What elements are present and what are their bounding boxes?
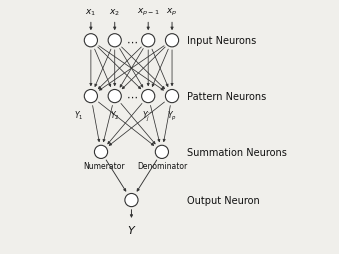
Circle shape	[84, 90, 98, 103]
Text: Input Neurons: Input Neurons	[187, 36, 257, 46]
Circle shape	[125, 194, 138, 207]
Text: $Y_1$: $Y_1$	[74, 109, 84, 122]
Text: $x_{p-1}$: $x_{p-1}$	[137, 7, 160, 18]
Text: $\cdots$: $\cdots$	[125, 36, 137, 46]
Text: $x_1$: $x_1$	[85, 8, 96, 18]
Text: $\cdots$: $\cdots$	[125, 92, 137, 102]
Text: $x_p$: $x_p$	[166, 7, 178, 18]
Text: Output Neuron: Output Neuron	[187, 195, 260, 205]
Text: $Y_j^{\cdots}$: $Y_j^{\cdots}$	[142, 109, 154, 123]
Circle shape	[142, 90, 155, 103]
Circle shape	[108, 90, 121, 103]
Circle shape	[84, 35, 98, 48]
Text: Summation Neurons: Summation Neurons	[187, 147, 287, 157]
Text: Denominator: Denominator	[137, 161, 187, 170]
Text: $Y_2$: $Y_2$	[110, 109, 119, 122]
Circle shape	[95, 146, 107, 159]
Circle shape	[165, 90, 179, 103]
Text: Numerator: Numerator	[83, 161, 125, 170]
Circle shape	[142, 35, 155, 48]
Circle shape	[108, 35, 121, 48]
Circle shape	[155, 146, 168, 159]
Text: $Y_p$: $Y_p$	[167, 109, 177, 122]
Text: $x_2$: $x_2$	[109, 8, 120, 18]
Text: $Y$: $Y$	[127, 224, 136, 235]
Circle shape	[165, 35, 179, 48]
Text: Pattern Neurons: Pattern Neurons	[187, 92, 266, 102]
